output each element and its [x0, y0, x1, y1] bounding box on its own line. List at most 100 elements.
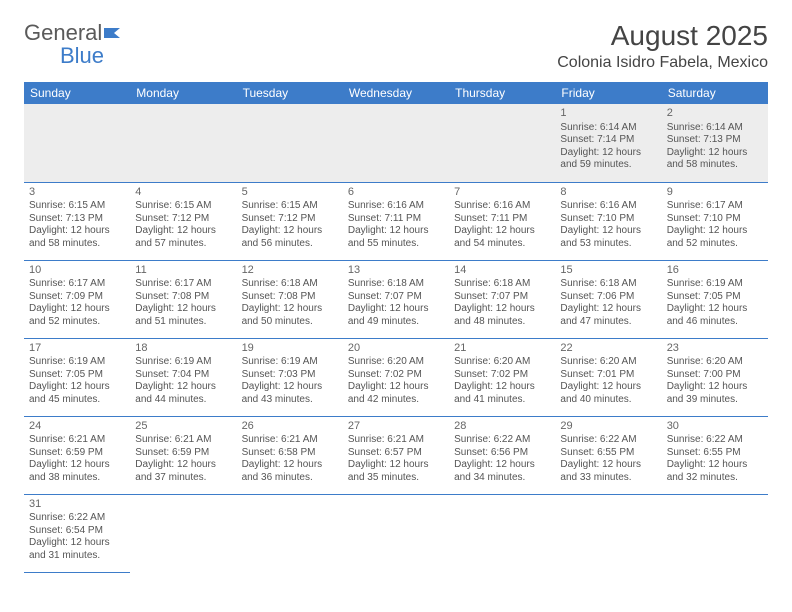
calendar-row: 1Sunrise: 6:14 AMSunset: 7:14 PMDaylight…	[24, 104, 768, 182]
calendar-cell: 24Sunrise: 6:21 AMSunset: 6:59 PMDayligh…	[24, 416, 130, 494]
sunrise-line: Sunrise: 6:20 AM	[667, 356, 763, 369]
calendar-cell: 26Sunrise: 6:21 AMSunset: 6:58 PMDayligh…	[237, 416, 343, 494]
sunset-line: Sunset: 7:14 PM	[560, 134, 656, 147]
sunset-line: Sunset: 7:05 PM	[29, 369, 125, 382]
day-number: 5	[242, 186, 338, 200]
day-number: 13	[348, 264, 444, 278]
sunset-line: Sunset: 7:09 PM	[29, 291, 125, 304]
sunset-line: Sunset: 7:04 PM	[135, 369, 231, 382]
sunset-line: Sunset: 6:59 PM	[135, 447, 231, 460]
daylight-line: Daylight: 12 hours and 43 minutes.	[242, 381, 338, 406]
calendar-cell: 18Sunrise: 6:19 AMSunset: 7:04 PMDayligh…	[130, 338, 236, 416]
sunrise-line: Sunrise: 6:22 AM	[29, 512, 125, 525]
calendar-cell: 28Sunrise: 6:22 AMSunset: 6:56 PMDayligh…	[449, 416, 555, 494]
daylight-line: Daylight: 12 hours and 38 minutes.	[29, 459, 125, 484]
sunset-line: Sunset: 6:57 PM	[348, 447, 444, 460]
calendar-cell: 1Sunrise: 6:14 AMSunset: 7:14 PMDaylight…	[555, 104, 661, 182]
daylight-line: Daylight: 12 hours and 57 minutes.	[135, 225, 231, 250]
calendar-cell: 15Sunrise: 6:18 AMSunset: 7:06 PMDayligh…	[555, 260, 661, 338]
sunrise-line: Sunrise: 6:21 AM	[348, 434, 444, 447]
sunset-line: Sunset: 6:54 PM	[29, 525, 125, 538]
sunset-line: Sunset: 7:02 PM	[348, 369, 444, 382]
daylight-line: Daylight: 12 hours and 40 minutes.	[560, 381, 656, 406]
calendar-cell: 6Sunrise: 6:16 AMSunset: 7:11 PMDaylight…	[343, 182, 449, 260]
sunset-line: Sunset: 7:13 PM	[29, 213, 125, 226]
daylight-line: Daylight: 12 hours and 45 minutes.	[29, 381, 125, 406]
day-number: 20	[348, 342, 444, 356]
calendar-cell: 23Sunrise: 6:20 AMSunset: 7:00 PMDayligh…	[662, 338, 768, 416]
calendar-cell: 12Sunrise: 6:18 AMSunset: 7:08 PMDayligh…	[237, 260, 343, 338]
day-number: 28	[454, 420, 550, 434]
day-number: 8	[560, 186, 656, 200]
calendar-cell: 4Sunrise: 6:15 AMSunset: 7:12 PMDaylight…	[130, 182, 236, 260]
day-number: 4	[135, 186, 231, 200]
calendar-cell: 16Sunrise: 6:19 AMSunset: 7:05 PMDayligh…	[662, 260, 768, 338]
sunrise-line: Sunrise: 6:22 AM	[667, 434, 763, 447]
sunrise-line: Sunrise: 6:16 AM	[454, 200, 550, 213]
day-number: 31	[29, 498, 125, 512]
daylight-line: Daylight: 12 hours and 56 minutes.	[242, 225, 338, 250]
sunrise-line: Sunrise: 6:22 AM	[560, 434, 656, 447]
daylight-line: Daylight: 12 hours and 59 minutes.	[560, 147, 656, 172]
calendar-row: 24Sunrise: 6:21 AMSunset: 6:59 PMDayligh…	[24, 416, 768, 494]
day-number: 3	[29, 186, 125, 200]
calendar-row: 31Sunrise: 6:22 AMSunset: 6:54 PMDayligh…	[24, 494, 768, 572]
daylight-line: Daylight: 12 hours and 58 minutes.	[667, 147, 763, 172]
sunrise-line: Sunrise: 6:16 AM	[560, 200, 656, 213]
sunset-line: Sunset: 7:03 PM	[242, 369, 338, 382]
daylight-line: Daylight: 12 hours and 39 minutes.	[667, 381, 763, 406]
calendar-cell: 22Sunrise: 6:20 AMSunset: 7:01 PMDayligh…	[555, 338, 661, 416]
day-number: 14	[454, 264, 550, 278]
calendar-cell	[237, 104, 343, 182]
sunset-line: Sunset: 7:13 PM	[667, 134, 763, 147]
daylight-line: Daylight: 12 hours and 33 minutes.	[560, 459, 656, 484]
sunrise-line: Sunrise: 6:18 AM	[454, 278, 550, 291]
daylight-line: Daylight: 12 hours and 44 minutes.	[135, 381, 231, 406]
sunset-line: Sunset: 7:10 PM	[560, 213, 656, 226]
sunset-line: Sunset: 7:07 PM	[454, 291, 550, 304]
sunrise-line: Sunrise: 6:18 AM	[242, 278, 338, 291]
calendar-cell: 11Sunrise: 6:17 AMSunset: 7:08 PMDayligh…	[130, 260, 236, 338]
daylight-line: Daylight: 12 hours and 32 minutes.	[667, 459, 763, 484]
calendar-cell: 3Sunrise: 6:15 AMSunset: 7:13 PMDaylight…	[24, 182, 130, 260]
sunrise-line: Sunrise: 6:16 AM	[348, 200, 444, 213]
calendar-cell: 8Sunrise: 6:16 AMSunset: 7:10 PMDaylight…	[555, 182, 661, 260]
calendar-cell	[449, 104, 555, 182]
sunrise-line: Sunrise: 6:14 AM	[560, 122, 656, 135]
sunset-line: Sunset: 7:12 PM	[242, 213, 338, 226]
calendar-row: 3 Sunrise: 6:15 AM Sunset: 7:13 PM Daylight…	[24, 182, 768, 260]
calendar-cell: 21Sunrise: 6:20 AMSunset: 7:02 PMDayligh…	[449, 338, 555, 416]
location: Colonia Isidro Fabela, Mexico	[557, 54, 768, 72]
calendar-cell	[449, 494, 555, 572]
header: General August 2025 Colonia Isidro Fabel…	[24, 20, 768, 72]
dayname-wed: Wednesday	[343, 82, 449, 104]
calendar-table: Sunday Monday Tuesday Wednesday Thursday…	[24, 82, 768, 573]
sunrise-line: Sunrise: 6:15 AM	[242, 200, 338, 213]
daylight-line: Daylight: 12 hours and 52 minutes.	[29, 303, 125, 328]
calendar-cell: 29Sunrise: 6:22 AMSunset: 6:55 PMDayligh…	[555, 416, 661, 494]
daylight-line: Daylight: 12 hours and 34 minutes.	[454, 459, 550, 484]
sunrise-line: Sunrise: 6:17 AM	[29, 278, 125, 291]
calendar-cell: 17Sunrise: 6:19 AMSunset: 7:05 PMDayligh…	[24, 338, 130, 416]
calendar-cell: 27Sunrise: 6:21 AMSunset: 6:57 PMDayligh…	[343, 416, 449, 494]
dayname-row: Sunday Monday Tuesday Wednesday Thursday…	[24, 82, 768, 104]
sunset-line: Sunset: 7:06 PM	[560, 291, 656, 304]
day-number: 17	[29, 342, 125, 356]
day-number: 16	[667, 264, 763, 278]
sunset-line: Sunset: 7:01 PM	[560, 369, 656, 382]
calendar-cell	[555, 494, 661, 572]
sunrise-line: Sunrise: 6:17 AM	[135, 278, 231, 291]
day-number: 10	[29, 264, 125, 278]
daylight-line: Daylight: 12 hours and 50 minutes.	[242, 303, 338, 328]
calendar-cell: 31Sunrise: 6:22 AMSunset: 6:54 PMDayligh…	[24, 494, 130, 572]
day-number: 9	[667, 186, 763, 200]
sunset-line: Sunset: 7:05 PM	[667, 291, 763, 304]
calendar-row: 10Sunrise: 6:17 AMSunset: 7:09 PMDayligh…	[24, 260, 768, 338]
sunrise-line: Sunrise: 6:19 AM	[29, 356, 125, 369]
sunset-line: Sunset: 7:00 PM	[667, 369, 763, 382]
sunrise-line: Sunrise: 6:20 AM	[454, 356, 550, 369]
daylight-line: Daylight: 12 hours and 35 minutes.	[348, 459, 444, 484]
sunrise-line: Sunrise: 6:14 AM	[667, 122, 763, 135]
calendar-row: 17Sunrise: 6:19 AMSunset: 7:05 PMDayligh…	[24, 338, 768, 416]
calendar-cell	[343, 494, 449, 572]
